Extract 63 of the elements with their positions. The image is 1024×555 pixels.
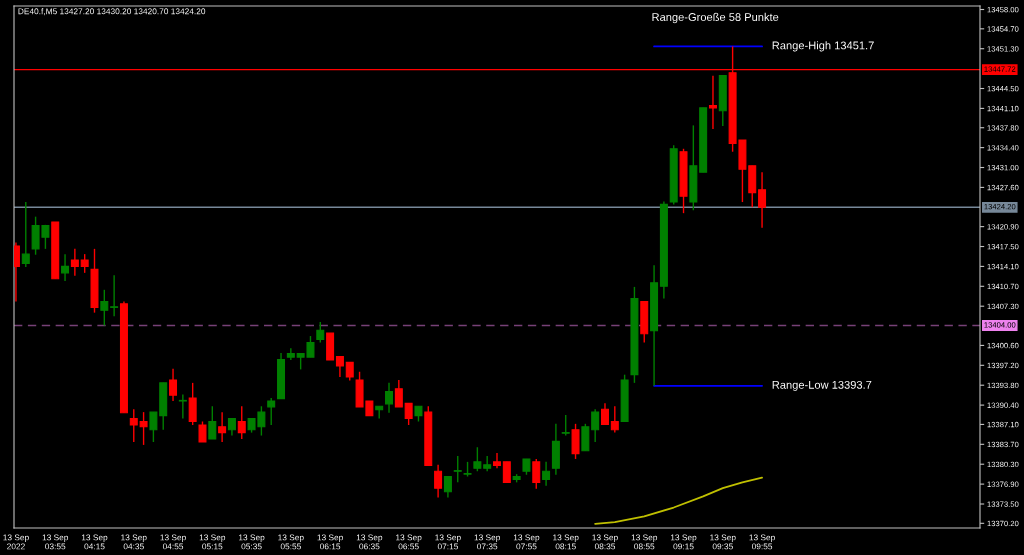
x-tick-label: 13 Sep 08:15: [553, 534, 579, 550]
x-tick-label: 13 Sep 05:35: [239, 534, 265, 550]
candlestick: [316, 321, 325, 344]
candlestick: [591, 408, 600, 443]
candlestick: [267, 397, 276, 426]
x-tick-label: 13 Sep 08:55: [631, 534, 658, 550]
candlestick: [198, 420, 207, 443]
candlestick: [600, 402, 609, 426]
x-tick-label: 13 Sep 09:15: [670, 534, 697, 550]
x-tick-label: 13 Sep 05:15: [199, 534, 226, 550]
candlestick: [502, 461, 511, 484]
x-tick-label: 13 Sep 09:35: [710, 534, 736, 550]
candlestick: [394, 379, 403, 408]
candlestick: [708, 74, 717, 130]
candlestick: [404, 402, 413, 426]
candlestick: [178, 393, 187, 420]
x-tick-label: 13 Sep 03:55: [42, 534, 69, 550]
candlestick: [561, 414, 570, 437]
x-tick-label: 13 Sep 07:35: [474, 534, 501, 550]
candlestick: [61, 253, 70, 282]
candlestick: [21, 201, 30, 268]
candlestick: [345, 361, 354, 382]
candlestick: [149, 411, 158, 443]
candlestick: [532, 458, 541, 490]
candlestick: [434, 464, 443, 499]
x-tick-label: 13 Sep 07:15: [435, 534, 461, 550]
candlestick: [758, 171, 767, 229]
candlestick: [385, 382, 394, 414]
candlestick: [443, 475, 452, 499]
candlestick: [473, 446, 482, 472]
series-label: Range-Low 13393.7: [772, 380, 872, 391]
x-tick-label: 13 Sep 06:35: [356, 534, 383, 550]
x-tick-label: 13 Sep 09:55: [749, 534, 775, 550]
candlestick: [100, 289, 109, 327]
candlestick: [208, 405, 217, 440]
x-tick-label: 13 Sep 06:55: [396, 534, 422, 550]
candlestick: [610, 405, 619, 434]
x-tick-label: 13 Sep 2022: [3, 534, 29, 550]
series-label: Range-High 13451.7: [772, 41, 874, 52]
candlestick: [542, 461, 551, 487]
candlestick: [571, 423, 580, 460]
annotation: Range-Groeße 58 Punkte: [652, 12, 779, 24]
candlestick: [110, 274, 119, 317]
candlestick: [453, 455, 462, 484]
x-tick-label: 13 Sep 08:35: [592, 534, 618, 550]
candlestick: [237, 405, 246, 440]
x-tick-label: 13 Sep 04:55: [160, 534, 186, 550]
candlestick: [218, 411, 227, 443]
x-tick-label: 13 Sep 07:55: [513, 534, 540, 550]
candlestick: [70, 248, 79, 277]
x-tick-label: 13 Sep 05:55: [278, 534, 304, 550]
candlestick: [483, 455, 492, 472]
candlestick: [335, 355, 344, 378]
candlestick: [493, 452, 501, 470]
chart-title: DE40.f,M5 13427.20 13430.20 13420.70 13424.20: [18, 8, 206, 16]
x-tick-label: 13 Sep 04:35: [121, 534, 147, 550]
candlestick: [169, 368, 178, 402]
candlestick: [80, 253, 89, 274]
candlestick: [581, 423, 590, 452]
x-tick-label: 13 Sep 06:15: [317, 534, 343, 550]
candlestick: [188, 382, 197, 426]
x-tick-label: 13 Sep 04:15: [81, 534, 108, 550]
line-series: [594, 476, 763, 525]
